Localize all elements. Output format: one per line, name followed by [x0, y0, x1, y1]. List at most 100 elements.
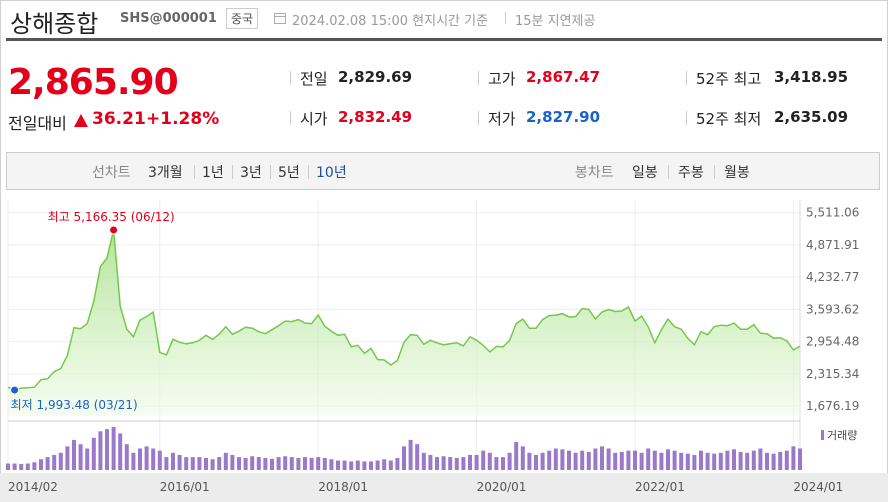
- stat-value: 2,829.69: [338, 68, 413, 86]
- volume-bar: [12, 463, 17, 470]
- candle-chart-label: 봉차트: [575, 165, 614, 181]
- volume-bar: [395, 457, 400, 470]
- volume-bar: [296, 457, 301, 470]
- period-tab[interactable]: 10년: [316, 165, 347, 181]
- period-tab[interactable]: 1년: [202, 165, 224, 181]
- divider: [478, 111, 479, 125]
- volume-bar: [204, 457, 208, 470]
- volume-bar: [567, 450, 571, 470]
- delay-note: 15분 지연제공: [515, 14, 596, 29]
- volume-bar: [65, 446, 70, 470]
- volume-bar: [375, 460, 380, 470]
- y-tick-label: 4,871.91: [806, 238, 859, 252]
- volume-bar: [230, 454, 235, 470]
- volume-bar: [534, 454, 538, 470]
- volume-bar: [322, 457, 327, 470]
- volume-bar: [217, 457, 222, 470]
- divider: [686, 111, 687, 125]
- candle-tab[interactable]: 일봉: [632, 165, 658, 181]
- volume-bar: [362, 461, 367, 470]
- volume-bar: [639, 452, 644, 470]
- volume-bar: [250, 456, 255, 470]
- volume-bar: [98, 431, 103, 470]
- stat-value: 3,418.95: [774, 68, 849, 86]
- volume-bar: [289, 457, 294, 470]
- legend-swatch: [821, 430, 824, 440]
- volume-bar: [415, 444, 420, 470]
- volume-bar: [718, 452, 723, 470]
- volume-bar: [778, 451, 783, 470]
- volume-bar: [540, 452, 545, 470]
- volume-bar: [738, 451, 743, 470]
- volume-bar: [388, 460, 393, 470]
- volume-bar: [745, 452, 750, 470]
- volume-bar: [633, 450, 637, 470]
- volume-bar: [190, 457, 195, 470]
- volume-bar: [58, 452, 63, 470]
- volume-bar: [283, 456, 288, 470]
- divider: [270, 165, 271, 179]
- y-tick-label: 3,593.62: [806, 302, 859, 316]
- volume-bar: [45, 457, 50, 470]
- volume-bar: [771, 453, 776, 470]
- candle-tab[interactable]: 주봉: [678, 165, 704, 181]
- divider: [308, 165, 309, 179]
- volume-bar: [692, 454, 697, 470]
- volume-bar: [600, 446, 604, 470]
- stat-value: 2,827.90: [526, 108, 601, 126]
- volume-bar: [342, 460, 347, 470]
- volume-bar: [256, 457, 261, 470]
- volume-bar: [791, 446, 796, 470]
- period-tab[interactable]: 5년: [278, 165, 300, 181]
- annotation-label: 최저 1,993.48 (03/21): [11, 398, 138, 412]
- period-tab[interactable]: 3년: [240, 165, 262, 181]
- y-tick-label: 4,232.77: [806, 270, 859, 284]
- volume-bar: [349, 461, 354, 470]
- volume-bar: [725, 450, 730, 470]
- volume-bar: [586, 451, 591, 470]
- stat-label: 시가: [300, 110, 328, 128]
- divider: [290, 111, 291, 125]
- price-line: [7, 229, 801, 391]
- index-title: 상해종합: [10, 10, 99, 38]
- volume-bar: [626, 450, 631, 470]
- volume-bar: [382, 459, 387, 470]
- volume-bar: [593, 448, 598, 470]
- stat-label: 52주 최저: [696, 110, 762, 128]
- stat-label: 저가: [488, 110, 516, 128]
- volume-bar: [52, 454, 57, 470]
- period-tab[interactable]: 3개월: [148, 165, 183, 181]
- timestamp: 2024.02.08 15:00 현지시간 기준: [292, 14, 489, 29]
- x-tick-label: 2020/01: [477, 480, 527, 494]
- volume-bar: [138, 448, 142, 470]
- volume-bar: [481, 450, 486, 470]
- volume-bar: [32, 462, 37, 470]
- annotation-marker: [10, 385, 20, 395]
- candle-tab[interactable]: 월봉: [724, 165, 750, 181]
- stat-value: 2,867.47: [526, 68, 601, 86]
- annotation-label: 최고 5,166.35 (06/12): [48, 210, 175, 224]
- volume-bar: [784, 450, 789, 470]
- volume-bar: [441, 456, 446, 470]
- divider: [505, 12, 506, 24]
- volume-bar: [131, 452, 136, 470]
- legend-label: 거래량: [827, 429, 857, 442]
- volume-bar: [487, 452, 492, 470]
- up-arrow: [74, 114, 88, 127]
- calendar-icon: [274, 13, 286, 24]
- divider: [194, 165, 195, 179]
- volume-bar: [223, 452, 228, 470]
- annotation-marker: [109, 225, 119, 235]
- volume-bar: [553, 448, 558, 470]
- volume-bar: [197, 457, 202, 470]
- volume-bar: [237, 457, 241, 470]
- change-label: 전일대비: [8, 114, 67, 133]
- volume-bar: [685, 453, 690, 470]
- change-value: 36.21: [92, 109, 146, 129]
- chart: 2014/02 2016/01 2018/01 2020/01 2022/01 2024/…: [0, 200, 888, 502]
- y-tick-label: 5,511.06: [806, 206, 859, 220]
- volume-bar: [573, 452, 578, 470]
- volume-bar: [421, 452, 426, 470]
- volume-bar: [494, 457, 499, 470]
- volume-bar: [309, 457, 314, 470]
